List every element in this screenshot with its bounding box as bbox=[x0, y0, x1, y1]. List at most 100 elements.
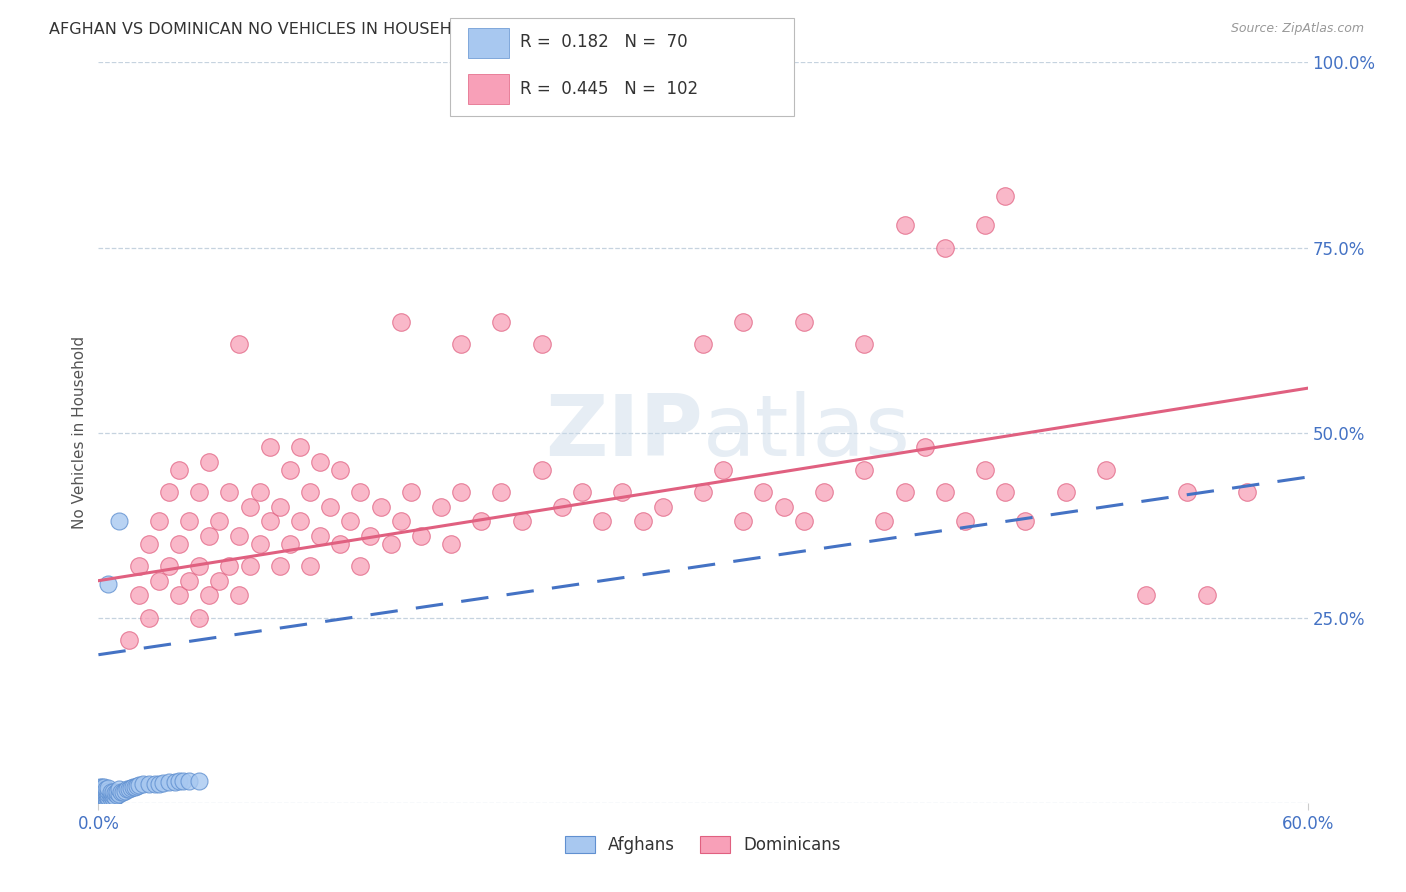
Point bbox=[239, 500, 262, 514]
Point bbox=[218, 484, 240, 499]
Point bbox=[179, 773, 201, 788]
Point bbox=[278, 536, 301, 550]
Point bbox=[329, 462, 352, 476]
Point bbox=[733, 314, 755, 328]
Point bbox=[157, 558, 180, 573]
Point bbox=[1236, 484, 1258, 499]
Point bbox=[118, 781, 141, 796]
Point bbox=[651, 500, 673, 514]
Point bbox=[93, 782, 115, 797]
Point bbox=[733, 515, 755, 529]
Point bbox=[93, 780, 115, 794]
Point bbox=[188, 773, 211, 788]
Point bbox=[1195, 589, 1218, 603]
Point bbox=[450, 484, 472, 499]
Point bbox=[853, 336, 876, 351]
Point bbox=[813, 484, 835, 499]
Point bbox=[1014, 515, 1036, 529]
Point bbox=[249, 484, 271, 499]
Point bbox=[96, 785, 118, 799]
Point bbox=[198, 589, 221, 603]
Point bbox=[91, 781, 114, 796]
Point bbox=[208, 515, 231, 529]
Point bbox=[167, 589, 190, 603]
Point bbox=[934, 240, 956, 255]
Point bbox=[100, 785, 122, 799]
Point bbox=[631, 515, 654, 529]
Point bbox=[93, 791, 115, 805]
Point bbox=[163, 775, 186, 789]
Point bbox=[692, 336, 714, 351]
Point bbox=[299, 558, 322, 573]
Point bbox=[440, 536, 463, 550]
Point bbox=[103, 786, 125, 800]
Point bbox=[105, 785, 128, 799]
Legend: Afghans, Dominicans: Afghans, Dominicans bbox=[558, 830, 848, 861]
Point bbox=[138, 777, 160, 791]
Point bbox=[953, 515, 976, 529]
Point bbox=[93, 787, 115, 801]
Point bbox=[370, 500, 392, 514]
Point bbox=[152, 776, 174, 790]
Point bbox=[470, 515, 492, 529]
Point bbox=[510, 515, 533, 529]
Point bbox=[228, 589, 250, 603]
Point bbox=[148, 515, 170, 529]
Point bbox=[93, 785, 115, 799]
Point bbox=[167, 462, 190, 476]
Point bbox=[103, 789, 125, 804]
Point bbox=[450, 336, 472, 351]
Point bbox=[974, 219, 997, 233]
Point bbox=[994, 484, 1017, 499]
Point bbox=[89, 792, 111, 806]
Point bbox=[107, 515, 129, 529]
Point bbox=[530, 462, 553, 476]
Point bbox=[157, 484, 180, 499]
Point bbox=[179, 515, 201, 529]
Point bbox=[188, 484, 211, 499]
Point bbox=[380, 536, 402, 550]
Point bbox=[793, 314, 815, 328]
Point bbox=[91, 784, 114, 798]
Point bbox=[1054, 484, 1077, 499]
Point bbox=[97, 787, 120, 801]
Point bbox=[101, 788, 124, 802]
Point bbox=[100, 791, 122, 805]
Point bbox=[491, 484, 513, 499]
Point bbox=[1095, 462, 1118, 476]
Point bbox=[89, 782, 111, 797]
Point bbox=[249, 536, 271, 550]
Point bbox=[97, 784, 120, 798]
Point bbox=[349, 558, 371, 573]
Point bbox=[111, 785, 134, 799]
Point bbox=[329, 536, 352, 550]
Y-axis label: No Vehicles in Household: No Vehicles in Household bbox=[72, 336, 87, 529]
Text: R =  0.445   N =  102: R = 0.445 N = 102 bbox=[520, 80, 699, 98]
Point bbox=[167, 536, 190, 550]
Point bbox=[96, 789, 118, 803]
Point bbox=[228, 336, 250, 351]
Point bbox=[114, 784, 136, 798]
Point bbox=[269, 558, 291, 573]
Point bbox=[259, 515, 281, 529]
Point bbox=[167, 774, 190, 789]
Point bbox=[101, 785, 124, 799]
Point bbox=[1135, 589, 1157, 603]
Point bbox=[198, 529, 221, 543]
Point bbox=[208, 574, 231, 588]
Point bbox=[93, 794, 115, 808]
Point bbox=[893, 219, 915, 233]
Point bbox=[100, 789, 122, 803]
Point bbox=[269, 500, 291, 514]
Point bbox=[97, 780, 120, 795]
Point bbox=[752, 484, 775, 499]
Point bbox=[853, 462, 876, 476]
Point bbox=[914, 441, 936, 455]
Point bbox=[132, 777, 155, 791]
Point bbox=[309, 455, 332, 469]
Point bbox=[107, 787, 129, 801]
Point bbox=[228, 529, 250, 543]
Point bbox=[89, 794, 111, 808]
Point bbox=[551, 500, 574, 514]
Point bbox=[148, 574, 170, 588]
